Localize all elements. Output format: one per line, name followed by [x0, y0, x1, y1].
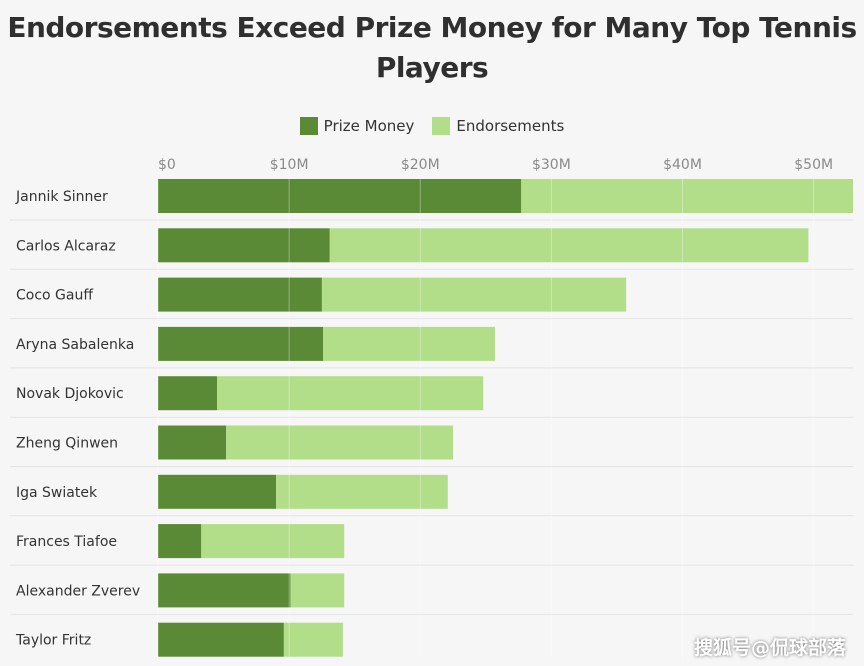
chart-title-line-2: Players — [375, 51, 489, 84]
category-label: Iga Swiatek — [16, 485, 98, 501]
bar-prize-money — [158, 228, 330, 263]
category-label: Alexander Zverev — [16, 583, 140, 599]
category-label: Taylor Fritz — [15, 633, 91, 649]
bar-prize-money — [158, 179, 522, 213]
bar-prize-money — [158, 425, 227, 460]
watermark: 搜狐号@侃球部落 — [693, 637, 846, 659]
bar-endorsements — [521, 179, 853, 213]
bar-endorsements — [217, 376, 484, 411]
category-label: Zheng Qinwen — [16, 436, 118, 452]
category-label: Aryna Sabalenka — [16, 337, 134, 353]
chart-legend: Prize Money Endorsements — [0, 117, 864, 135]
legend-swatch-prize-money — [299, 117, 318, 135]
bar-endorsements — [201, 524, 345, 559]
category-label: Frances Tiafoe — [16, 534, 117, 550]
x-tick-label: $40M — [663, 157, 702, 173]
x-tick-label: $10M — [270, 157, 309, 173]
legend-swatch-endorsements — [432, 117, 451, 135]
bar-prize-money — [158, 474, 277, 509]
chart-title-line-1: Endorsements Exceed Prize Money for Many… — [7, 11, 857, 44]
category-label: Carlos Alcaraz — [16, 238, 116, 254]
chart-title: Endorsements Exceed Prize Money for Many… — [0, 8, 864, 88]
bar-endorsements — [226, 425, 454, 460]
bar-prize-money — [158, 573, 291, 608]
bar-prize-money — [158, 376, 218, 411]
bar-prize-money — [158, 524, 202, 559]
legend-item-endorsements: Endorsements — [432, 117, 564, 135]
category-label: Coco Gauff — [16, 288, 93, 304]
bar-endorsements — [290, 573, 345, 608]
x-tick-label: $0 — [158, 157, 176, 173]
x-tick-label: $30M — [532, 157, 571, 173]
legend-label-endorsements: Endorsements — [456, 117, 565, 135]
bar-endorsements — [323, 326, 496, 361]
bar-endorsements — [321, 277, 627, 312]
legend-label-prize-money: Prize Money — [323, 117, 415, 135]
x-tick-label: $50M — [794, 157, 833, 173]
legend-item-prize-money: Prize Money — [299, 117, 415, 135]
bar-prize-money — [158, 622, 284, 657]
bar-endorsements — [283, 622, 343, 657]
x-tick-label: $20M — [401, 157, 440, 173]
bar-endorsements — [329, 228, 809, 263]
category-label: Jannik Sinner — [15, 189, 108, 205]
bar-endorsements — [276, 474, 448, 509]
bar-prize-money — [158, 277, 322, 312]
category-label: Novak Djokovic — [16, 386, 124, 402]
bar-prize-money — [158, 326, 324, 361]
